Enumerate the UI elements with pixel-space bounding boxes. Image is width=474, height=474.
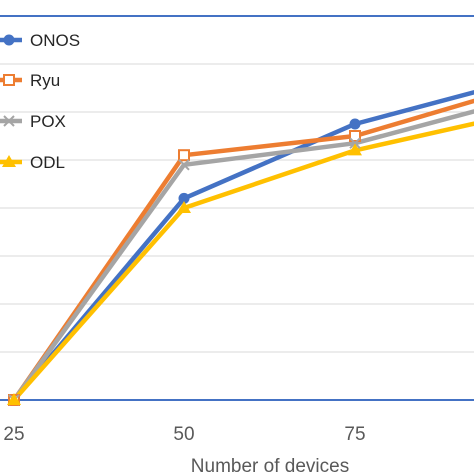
legend-label-pox: POX — [30, 112, 66, 131]
series-line-odl — [12, 121, 474, 402]
data-point-ryu — [178, 149, 190, 162]
legend-marker-ryu — [3, 74, 15, 86]
data-point-pox — [349, 137, 361, 149]
data-point-pox — [178, 159, 190, 171]
series-markers — [7, 118, 362, 406]
series-line-onos — [12, 89, 474, 402]
series-line-pox — [12, 109, 474, 402]
legend-label-ryu: Ryu — [30, 71, 60, 90]
legend-item-onos: ONOS — [0, 31, 80, 50]
series-line-ryu — [12, 98, 474, 402]
legend: ONOS Ryu POX ODL — [0, 31, 80, 172]
data-point-ryu — [349, 130, 361, 142]
data-point-odl — [177, 201, 191, 213]
data-point-onos — [349, 118, 361, 130]
legend-item-ryu: Ryu — [0, 71, 60, 90]
x-tick-labels: 255075100 — [3, 424, 365, 445]
x-tick-label: 75 — [344, 424, 365, 445]
series-lines — [12, 89, 474, 402]
legend-label-onos: ONOS — [30, 31, 80, 50]
legend-marker-pox — [3, 115, 15, 127]
legend-item-pox: POX — [0, 112, 66, 131]
legend-marker-onos — [3, 34, 15, 46]
legend-item-odl: ODL — [0, 153, 65, 172]
data-point-odl — [7, 393, 21, 405]
legend-marker-odl — [2, 155, 16, 167]
gridlines — [0, 63, 474, 353]
x-tick-label: 25 — [3, 424, 24, 445]
legend-label-odl: ODL — [30, 153, 65, 172]
data-point-odl — [348, 143, 362, 156]
data-point-onos — [178, 192, 190, 204]
x-tick-label: 50 — [173, 424, 194, 445]
x-axis-title: Number of devices — [191, 456, 349, 474]
